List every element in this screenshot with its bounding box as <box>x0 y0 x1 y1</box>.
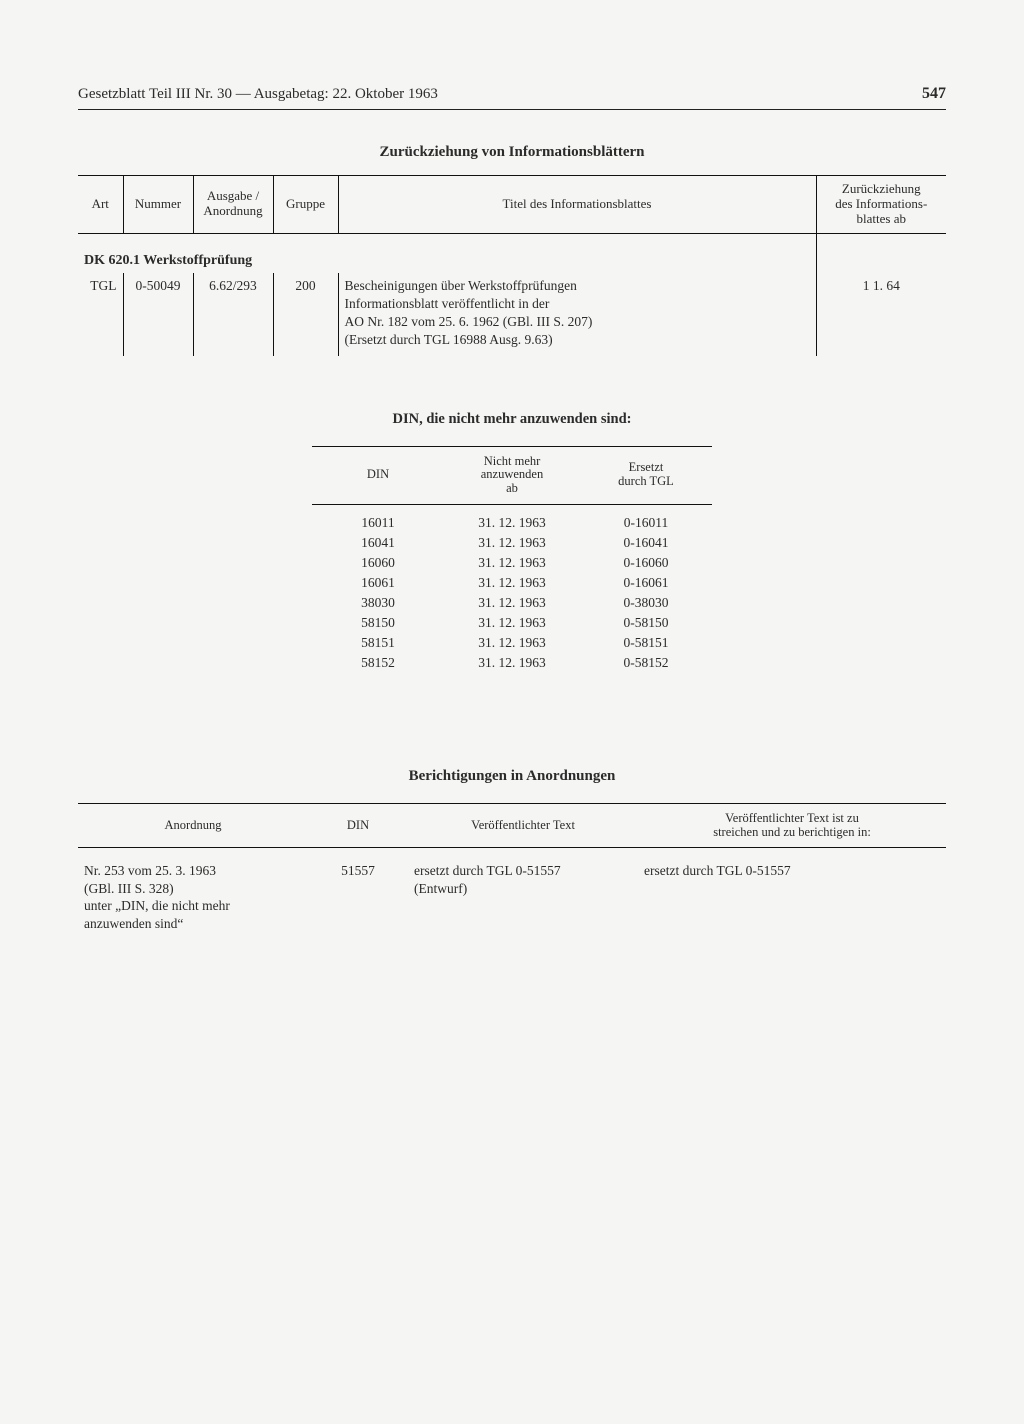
cell-din: 58150 <box>312 613 444 633</box>
cell-ab: 31. 12. 1963 <box>444 633 580 653</box>
cell-ersetzt: 0-58150 <box>580 613 712 633</box>
cell-korr: ersetzt durch TGL 0-51557 <box>638 848 946 937</box>
an-l1: Nr. 253 vom 25. 3. 1963 <box>84 863 216 878</box>
table-row: 1601131. 12. 19630-16011 <box>312 504 712 533</box>
an-l2: (GBl. III S. 328) <box>84 881 174 896</box>
t3-col-vtext: Veröffentlichter Text <box>408 803 638 848</box>
table-row: 1606131. 12. 19630-16061 <box>312 573 712 593</box>
cell-ab: 31. 12. 1963 <box>444 533 580 553</box>
t3-col-korr: Veröffentlichter Text ist zu streichen u… <box>638 803 946 848</box>
t2-col-ab: Nicht mehr anzuwenden ab <box>444 446 580 504</box>
table-row: 5815231. 12. 19630-58152 <box>312 653 712 673</box>
t1-col-zurueck: Zurückziehung des Informations- blattes … <box>816 176 946 234</box>
cell-ausgabe: 6.62/293 <box>193 273 273 356</box>
table-row: TGL 0-50049 6.62/293 200 Bescheinigungen… <box>78 273 946 356</box>
section2-title: DIN, die nicht mehr anzuwenden sind: <box>312 411 712 428</box>
cell-ersetzt: 0-58151 <box>580 633 712 653</box>
t2-col-ersetzt: Ersetzt durch TGL <box>580 446 712 504</box>
cell-din: 16011 <box>312 504 444 533</box>
header-left: Gesetzblatt Teil III Nr. 30 — Ausgabetag… <box>78 86 438 103</box>
cell-vtext: ersetzt durch TGL 0-51557 (Entwurf) <box>408 848 638 937</box>
page-number: 547 <box>922 85 946 103</box>
cell-ab: 31. 12. 1963 <box>444 504 580 533</box>
cell-art: TGL <box>78 273 123 356</box>
table-row: Nr. 253 vom 25. 3. 1963 (GBl. III S. 328… <box>78 848 946 937</box>
table-row: 5815131. 12. 19630-58151 <box>312 633 712 653</box>
t3-col-din: DIN <box>308 803 408 848</box>
an-l4: anzuwenden sind“ <box>84 916 183 931</box>
vt-l2: (Entwurf) <box>414 881 467 896</box>
cell-nummer: 0-50049 <box>123 273 193 356</box>
cell-anordnung: Nr. 253 vom 25. 3. 1963 (GBl. III S. 328… <box>78 848 308 937</box>
table-row: 5815031. 12. 19630-58150 <box>312 613 712 633</box>
table-row: 1604131. 12. 19630-16041 <box>312 533 712 553</box>
cell-gruppe: 200 <box>273 273 338 356</box>
t2-col-din: DIN <box>312 446 444 504</box>
cell-ersetzt: 0-16041 <box>580 533 712 553</box>
cell-din: 51557 <box>308 848 408 937</box>
titel-l4: (Ersetzt durch TGL 16988 Ausg. 9.63) <box>345 332 553 347</box>
table-corrections: Anordnung DIN Veröffentlichter Text Verö… <box>78 803 946 937</box>
cell-din: 16041 <box>312 533 444 553</box>
cell-din: 58152 <box>312 653 444 673</box>
dk-heading: DK 620.1 Werkstoffprüfung <box>78 233 816 272</box>
cell-din: 38030 <box>312 593 444 613</box>
cell-ersetzt: 0-16061 <box>580 573 712 593</box>
t3-col-anordnung: Anordnung <box>78 803 308 848</box>
cell-ersetzt: 0-38030 <box>580 593 712 613</box>
cell-ab: 31. 12. 1963 <box>444 573 580 593</box>
table-din: DIN Nicht mehr anzuwenden ab Ersetzt dur… <box>312 446 712 673</box>
titel-l1: Bescheinigungen über Werkstoffprüfungen <box>345 278 577 293</box>
cell-ersetzt: 0-58152 <box>580 653 712 673</box>
cell-ersetzt: 0-16011 <box>580 504 712 533</box>
table-row: 1606031. 12. 19630-16060 <box>312 553 712 573</box>
header-rule <box>78 109 946 110</box>
table-withdrawals: Art Nummer Ausgabe / Anordnung Gruppe Ti… <box>78 175 946 356</box>
cell-titel: Bescheinigungen über Werkstoffprüfungen … <box>338 273 816 356</box>
t1-col-titel: Titel des Informationsblattes <box>338 176 816 234</box>
t1-col-art: Art <box>78 176 123 234</box>
titel-l2: Informationsblatt veröffentlicht in der <box>345 296 550 311</box>
cell-din: 16061 <box>312 573 444 593</box>
cell-din: 58151 <box>312 633 444 653</box>
cell-din: 16060 <box>312 553 444 573</box>
t1-col-ausgabe: Ausgabe / Anordnung <box>193 176 273 234</box>
cell-ab: 31. 12. 1963 <box>444 553 580 573</box>
t1-col-gruppe: Gruppe <box>273 176 338 234</box>
cell-ab: 31. 12. 1963 <box>444 653 580 673</box>
table-row: 3803031. 12. 19630-38030 <box>312 593 712 613</box>
section1-title: Zurückziehung von Informationsblättern <box>78 144 946 161</box>
section3-title: Berichtigungen in Anordnungen <box>78 768 946 785</box>
cell-ab: 31. 12. 1963 <box>444 593 580 613</box>
cell-ab: 31. 12. 1963 <box>444 613 580 633</box>
an-l3: unter „DIN, die nicht mehr <box>84 898 230 913</box>
page-header: Gesetzblatt Teil III Nr. 30 — Ausgabetag… <box>78 85 946 107</box>
t1-col-nummer: Nummer <box>123 176 193 234</box>
cell-ersetzt: 0-16060 <box>580 553 712 573</box>
titel-l3: AO Nr. 182 vom 25. 6. 1962 (GBl. III S. … <box>345 314 593 329</box>
vt-l1: ersetzt durch TGL 0-51557 <box>414 863 561 878</box>
cell-zurueck: 1 1. 64 <box>816 273 946 356</box>
